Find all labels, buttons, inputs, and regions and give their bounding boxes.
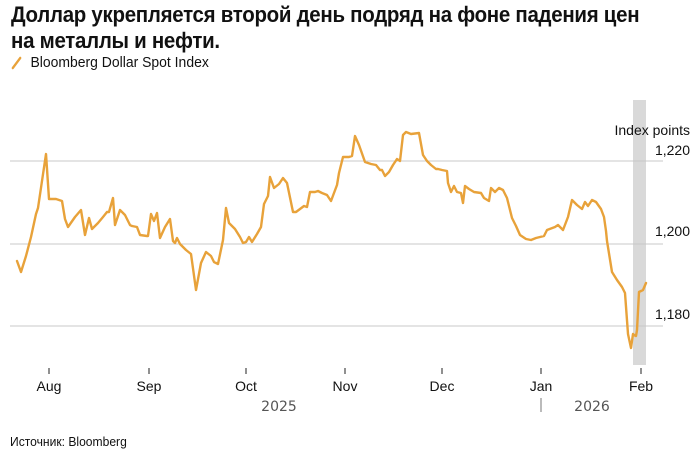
x-tick-jan: Jan xyxy=(530,378,553,394)
y-axis-unit-label: Index points xyxy=(615,122,691,138)
x-tick-nov: Nov xyxy=(333,378,358,394)
legend-label: Bloomberg Dollar Spot Index xyxy=(30,54,209,71)
legend: Bloomberg Dollar Spot Index xyxy=(10,54,209,71)
year-label-2025: 2025 xyxy=(261,399,297,415)
y-tick-1180: 1,180 xyxy=(655,306,690,322)
x-tick-sep: Sep xyxy=(137,378,162,394)
x-axis-ticks xyxy=(48,368,642,412)
source-note: Источник: Bloomberg xyxy=(10,434,127,449)
y-tick-1220: 1,220 xyxy=(655,142,690,158)
data-line xyxy=(15,130,648,350)
gridlines xyxy=(10,160,663,327)
x-tick-aug: Aug xyxy=(37,378,62,394)
highlight-band xyxy=(633,100,646,365)
chart-title: Доллар укрепляется второй день подряд на… xyxy=(11,2,640,53)
x-tick-dec: Dec xyxy=(430,378,455,394)
x-tick-oct: Oct xyxy=(235,378,257,394)
year-label-2026: 2026 xyxy=(574,399,610,415)
y-tick-1200: 1,200 xyxy=(655,223,690,239)
legend-line-icon xyxy=(11,56,22,69)
x-tick-feb: Feb xyxy=(629,378,653,394)
